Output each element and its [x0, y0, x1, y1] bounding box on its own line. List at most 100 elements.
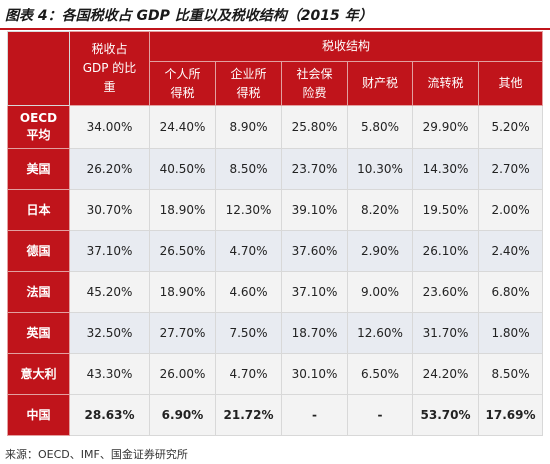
header-line: 流转税 — [427, 76, 464, 90]
value-cell: 26.20% — [69, 148, 150, 190]
value-cell: 9.00% — [347, 271, 413, 313]
value-cell: 18.70% — [281, 312, 348, 354]
table-row: 中国 28.63% 6.90% 21.72% - -53.70% 17.69% — [7, 394, 544, 436]
value-cell: 37.10% — [281, 271, 348, 313]
value-cell: 2.70% — [477, 148, 544, 190]
header-line: 财产税 — [361, 76, 398, 90]
value-cell: 8.20% — [347, 189, 413, 231]
value-cell: 40.50% — [149, 148, 216, 190]
corner-cell — [7, 31, 70, 106]
header-line: 个人所 — [164, 66, 201, 81]
row-country-cell: OECD 平均 — [7, 105, 70, 149]
value-cell: 18.90% — [149, 189, 216, 231]
table-row: 日本 30.70% 18.90% 12.30% 39.10% 8.20% 19.50% 2.0… — [7, 189, 544, 231]
row-country-cell: 中国 — [7, 394, 70, 436]
row-country-label: 美国 — [26, 161, 51, 176]
value-cell: 21.72% — [215, 394, 282, 436]
value-cell: 7.50% — [215, 312, 282, 354]
value-cell: - — [281, 394, 348, 436]
table-row: 德国 37.10% 26.50% 4.70% 37.60% 2.90% 26.10% 2.40… — [7, 230, 544, 272]
value-cell: 28.63% — [69, 394, 150, 436]
value-cell: 23.60% — [412, 271, 479, 313]
table-row: 英国 32.50% 27.70% 7.50% 18.70% 12.60% 31.70% 1.8… — [7, 312, 544, 354]
value-cell: 12.30% — [215, 189, 282, 231]
row-country-label: 法国 — [26, 284, 51, 299]
header-line: 其他 — [498, 76, 523, 90]
header-line: 得税 — [236, 85, 261, 100]
source-note: 来源：OECD、IMF、国金证券研究所 — [5, 448, 188, 461]
header-social-insurance: 社会保 险费 — [281, 61, 348, 106]
value-cell: 37.10% — [69, 230, 150, 272]
header-tax-structure: 税收结构 — [148, 31, 544, 62]
header-line: 企业所 — [230, 66, 267, 81]
row-country-label: 德国 — [26, 243, 51, 258]
header-gdp-ratio-line: 税收占 — [91, 42, 128, 56]
value-cell: 6.80% — [477, 271, 544, 313]
value-cell: 4.70% — [215, 353, 282, 395]
value-cell: - — [347, 394, 413, 436]
value-cell: 37.60% — [281, 230, 348, 272]
value-cell: 30.10% — [281, 353, 348, 395]
value-cell: 31.70% — [412, 312, 479, 354]
value-cell: 24.40% — [149, 105, 216, 149]
table-row: OECD 平均 34.00% 24.40% 8.90% 25.80% 5.80% 29.90%… — [7, 105, 544, 149]
row-country-cell: 日本 — [7, 189, 70, 231]
row-country-cell: 英国 — [7, 312, 70, 354]
table-row: 法国 45.20% 18.90% 4.60% 37.10% 9.00% 23.60% 6.80… — [7, 271, 544, 313]
row-country-label: 中国 — [26, 407, 51, 422]
row-country-label: 英国 — [26, 325, 51, 340]
value-cell: 14.30% — [412, 148, 479, 190]
value-cell: 4.70% — [215, 230, 282, 272]
value-cell: 12.60% — [347, 312, 413, 354]
header-gdp-ratio-line: GDP 的比 — [82, 61, 137, 75]
header-turnover-tax: 流转税 — [412, 61, 479, 106]
value-cell: 8.50% — [477, 353, 544, 395]
header-other: 其他 — [477, 61, 544, 106]
value-cell: 5.80% — [347, 105, 413, 149]
value-cell: 6.90% — [149, 394, 216, 436]
table-row: 意大利 43.30% 26.00% 4.70% 30.10% 6.50% 24.20% 8.5… — [7, 353, 544, 395]
table-row: 美国 26.20% 40.50% 8.50% 23.70% 10.30% 14.30% 2.7… — [7, 148, 544, 190]
row-country-label: 平均 — [26, 128, 51, 142]
row-country-cell: 美国 — [7, 148, 70, 190]
header-property-tax: 财产税 — [347, 61, 413, 106]
value-cell: 19.50% — [412, 189, 479, 231]
value-cell: 10.30% — [347, 148, 413, 190]
row-country-cell: 法国 — [7, 271, 70, 313]
header-gdp-ratio: 税收占 GDP 的比 重 — [69, 31, 150, 106]
value-cell: 25.80% — [281, 105, 348, 149]
value-cell: 2.00% — [477, 189, 544, 231]
value-cell: 34.00% — [69, 105, 150, 149]
tax-structure-table: 税收占 GDP 的比 重 税收结构 个人所 得税 企业所 得税 社会保 险费 财… — [7, 31, 544, 436]
row-country-cell: 德国 — [7, 230, 70, 272]
value-cell: 2.40% — [477, 230, 544, 272]
value-cell: 30.70% — [69, 189, 150, 231]
value-cell: 8.50% — [215, 148, 282, 190]
table-body: OECD 平均 34.00% 24.40% 8.90% 25.80% 5.80% 29.90%… — [7, 105, 544, 436]
figure-title: 图表 4：各国税收占 GDP 比重以及税收结构（2015 年） — [5, 8, 373, 24]
value-cell: 43.30% — [69, 353, 150, 395]
value-cell: 39.10% — [281, 189, 348, 231]
value-cell: 2.90% — [347, 230, 413, 272]
header-line: 险费 — [302, 85, 327, 100]
row-country-cell: 意大利 — [7, 353, 70, 395]
header-gdp-ratio-line: 重 — [103, 80, 116, 94]
value-cell: 8.90% — [215, 105, 282, 149]
value-cell: 29.90% — [412, 105, 479, 149]
header-line: 得税 — [170, 85, 195, 100]
value-cell: 53.70% — [412, 394, 479, 436]
value-cell: 6.50% — [347, 353, 413, 395]
value-cell: 45.20% — [69, 271, 150, 313]
value-cell: 4.60% — [215, 271, 282, 313]
header-personal-income-tax: 个人所 得税 — [149, 61, 216, 106]
row-country-label: 意大利 — [20, 366, 57, 381]
value-cell: 26.50% — [149, 230, 216, 272]
value-cell: 24.20% — [412, 353, 479, 395]
row-country-label: 日本 — [26, 202, 51, 217]
header-line: 社会保 — [296, 66, 333, 81]
header-corporate-income-tax: 企业所 得税 — [215, 61, 282, 106]
value-cell: 1.80% — [477, 312, 544, 354]
value-cell: 5.20% — [477, 105, 544, 149]
value-cell: 32.50% — [69, 312, 150, 354]
figure-title-bar: 图表 4：各国税收占 GDP 比重以及税收结构（2015 年） — [0, 0, 550, 30]
